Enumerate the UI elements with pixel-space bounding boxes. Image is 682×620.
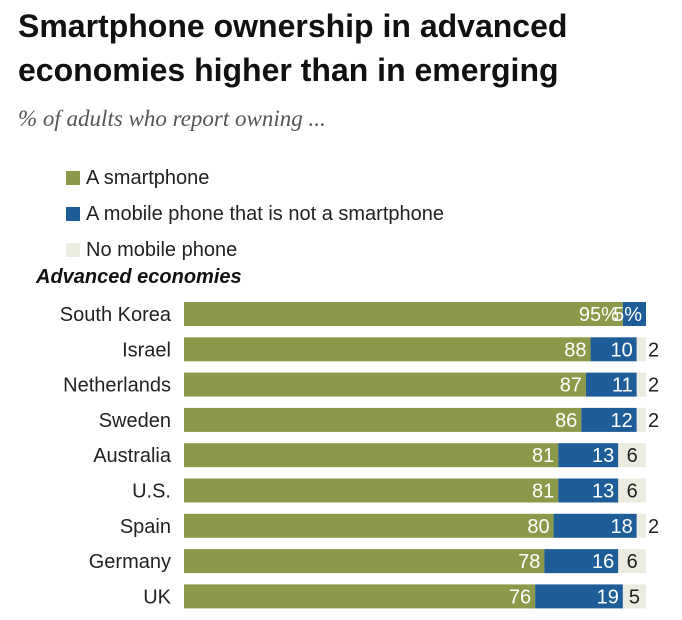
bar-segment-non-smartphone-uk xyxy=(535,584,623,609)
category-label-sweden: Sweden xyxy=(99,410,171,432)
value-label-non-smartphone-germany: 16 xyxy=(592,551,614,573)
bar-segment-smartphone-south-korea xyxy=(184,302,623,326)
bar-segment-no-phone-u-s xyxy=(618,478,646,503)
category-label-netherlands: Netherlands xyxy=(63,375,171,397)
value-label-smartphone-u-s: 81 xyxy=(532,481,554,503)
bar-segment-smartphone-u-s xyxy=(184,478,559,503)
category-label-germany: Germany xyxy=(89,551,171,573)
chart-subtitle: % of adults who report owning ... xyxy=(18,106,326,131)
bar-segment-non-smartphone-israel xyxy=(590,337,637,362)
legend-swatch-non-smartphone xyxy=(66,207,80,221)
bar-segment-non-smartphone-sweden xyxy=(581,407,637,432)
bar-segment-no-phone-israel xyxy=(636,337,646,362)
section-label-advanced-economies: Advanced economies xyxy=(36,266,242,288)
bar-segment-smartphone-sweden xyxy=(184,407,582,432)
bar-segment-no-phone-germany xyxy=(618,549,646,574)
value-label-no-phone-australia: 6 xyxy=(627,445,638,467)
bar-segment-non-smartphone-netherlands xyxy=(585,372,637,397)
category-label-uk: UK xyxy=(143,586,171,608)
value-label-no-phone-israel: 2 xyxy=(648,339,659,361)
legend-label-non-smartphone: A mobile phone that is not a smartphone xyxy=(86,202,445,225)
value-label-non-smartphone-uk: 19 xyxy=(597,586,619,608)
legend-swatch-no-phone xyxy=(66,243,80,257)
legend-label-no-phone: No mobile phone xyxy=(86,238,238,261)
legend-item-smartphone: A smartphone xyxy=(66,160,444,196)
value-label-non-smartphone-netherlands: 11 xyxy=(612,375,633,397)
category-label-australia: Australia xyxy=(93,445,172,467)
bar-segment-smartphone-netherlands xyxy=(184,372,586,397)
bar-segment-non-smartphone-south-korea xyxy=(622,302,646,326)
value-label-non-smartphone-israel: 10 xyxy=(611,339,633,361)
legend-item-non-smartphone: A mobile phone that is not a smartphone xyxy=(66,196,444,232)
value-label-no-phone-u-s: 6 xyxy=(627,481,638,503)
category-label-spain: Spain xyxy=(120,516,171,538)
value-label-non-smartphone-spain: 18 xyxy=(611,516,633,538)
bar-segment-no-phone-uk xyxy=(622,584,646,609)
value-label-non-smartphone-u-s: 13 xyxy=(592,481,614,503)
chart-title: Smartphone ownership in advanced economi… xyxy=(18,8,568,88)
bar-segment-smartphone-israel xyxy=(184,337,591,362)
bar-segment-non-smartphone-spain xyxy=(553,513,637,538)
value-label-no-phone-spain: 2 xyxy=(648,516,659,538)
legend-item-no-phone: No mobile phone xyxy=(66,232,444,268)
bar-segment-no-phone-netherlands xyxy=(636,372,646,397)
bar-segment-smartphone-australia xyxy=(184,443,559,468)
value-label-smartphone-israel: 88 xyxy=(564,339,586,361)
value-label-smartphone-uk: 76 xyxy=(509,586,531,608)
bar-segment-no-phone-spain xyxy=(636,513,646,538)
value-label-no-phone-sweden: 2 xyxy=(648,410,659,432)
value-label-no-phone-netherlands: 2 xyxy=(648,375,659,397)
legend-swatch-smartphone xyxy=(66,171,80,185)
bar-segment-no-phone-australia xyxy=(618,443,646,468)
bar-segment-non-smartphone-australia xyxy=(558,443,619,468)
bar-segment-smartphone-spain xyxy=(184,513,554,538)
bar-segment-non-smartphone-u-s xyxy=(558,478,619,503)
category-label-u-s: U.S. xyxy=(132,481,171,503)
category-label-israel: Israel xyxy=(122,339,171,361)
value-label-smartphone-sweden: 86 xyxy=(555,410,577,432)
value-label-smartphone-germany: 78 xyxy=(518,551,540,573)
legend-label-smartphone: A smartphone xyxy=(86,166,210,189)
value-label-no-phone-uk: 5 xyxy=(629,586,640,608)
bar-segment-smartphone-uk xyxy=(184,584,536,609)
value-label-smartphone-netherlands: 87 xyxy=(560,375,582,397)
bar-segment-smartphone-germany xyxy=(184,549,545,574)
value-label-non-smartphone-australia: 13 xyxy=(592,445,614,467)
bar-segment-non-smartphone-germany xyxy=(544,549,619,574)
value-label-smartphone-australia: 81 xyxy=(532,445,554,467)
bar-segment-no-phone-sweden xyxy=(636,407,646,432)
value-label-non-smartphone-south-korea: 5% xyxy=(613,304,642,326)
value-label-smartphone-spain: 80 xyxy=(527,516,549,538)
legend: A smartphone A mobile phone that is not … xyxy=(66,160,444,268)
category-label-south-korea: South Korea xyxy=(60,304,172,326)
value-label-no-phone-germany: 6 xyxy=(627,551,638,573)
value-label-smartphone-south-korea: 95% xyxy=(579,304,619,326)
value-label-non-smartphone-sweden: 12 xyxy=(611,410,633,432)
